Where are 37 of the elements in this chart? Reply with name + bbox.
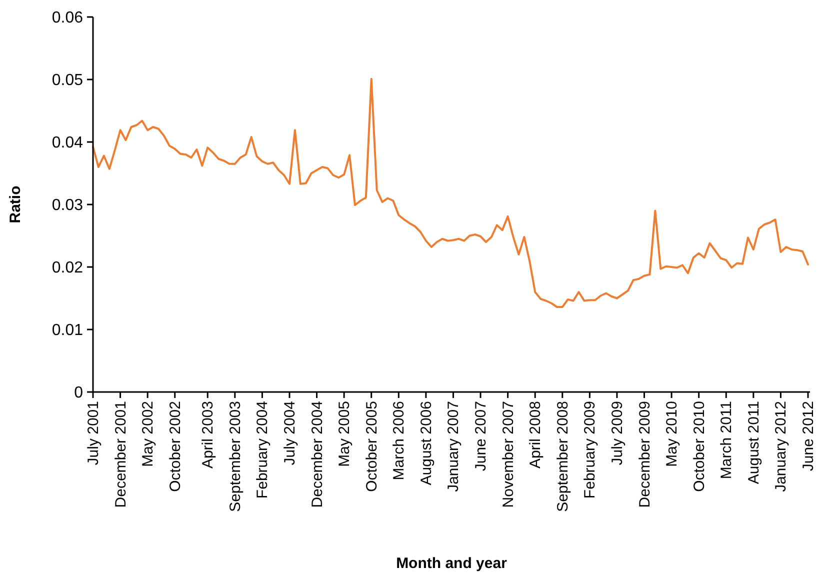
x-tick-label: October 2002	[166, 401, 184, 492]
x-axis-title: Month and year	[396, 555, 508, 572]
x-tick-label: May 2002	[140, 401, 157, 467]
x-tick-label: January 2012	[772, 401, 790, 492]
x-tick-label: August 2011	[745, 401, 762, 484]
x-tick-label: December 2004	[308, 401, 326, 508]
y-tick-label: 0.02	[52, 260, 84, 277]
x-tick-label: April 2003	[200, 401, 217, 469]
x-tick-label: October 2005	[363, 401, 380, 492]
y-tick-label: 0.01	[52, 322, 84, 340]
x-tick-label: October 2010	[690, 401, 708, 492]
x-tick-label: July 2001	[85, 401, 102, 466]
x-tick-label: February 2004	[254, 401, 272, 499]
x-tick-label: March 2006	[390, 401, 408, 480]
x-tick-label: March 2011	[718, 401, 736, 480]
y-tick-label: 0.05	[52, 72, 84, 90]
x-tick-label: February 2009	[582, 401, 599, 499]
y-axis-title: Ratio	[7, 186, 24, 224]
x-tick-label: December 2001	[112, 401, 130, 508]
x-tick-label: May 2005	[336, 401, 354, 467]
x-tick-label: June 2007	[472, 401, 490, 472]
x-tick-label: July 2004	[281, 401, 298, 466]
y-tick-label: 0.03	[52, 197, 84, 214]
y-tick-label: 0.06	[52, 10, 84, 27]
x-tick-label: June 2012	[800, 401, 817, 472]
x-tick-label: July 2009	[608, 401, 626, 466]
x-tick-label: September 2003	[226, 401, 244, 512]
x-tick-label: September 2008	[554, 401, 572, 512]
x-tick-label: November 2007	[500, 401, 517, 508]
line-series	[92, 78, 809, 308]
x-tick-label: August 2006	[418, 401, 435, 486]
x-tick-label: January 2007	[445, 401, 462, 492]
y-tick-label: 0.04	[52, 134, 84, 152]
y-tick-label: 0	[74, 384, 84, 402]
x-tick-label: December 2009	[636, 401, 654, 508]
x-tick-label: April 2008	[527, 401, 544, 469]
x-tick-label: May 2010	[664, 401, 681, 467]
